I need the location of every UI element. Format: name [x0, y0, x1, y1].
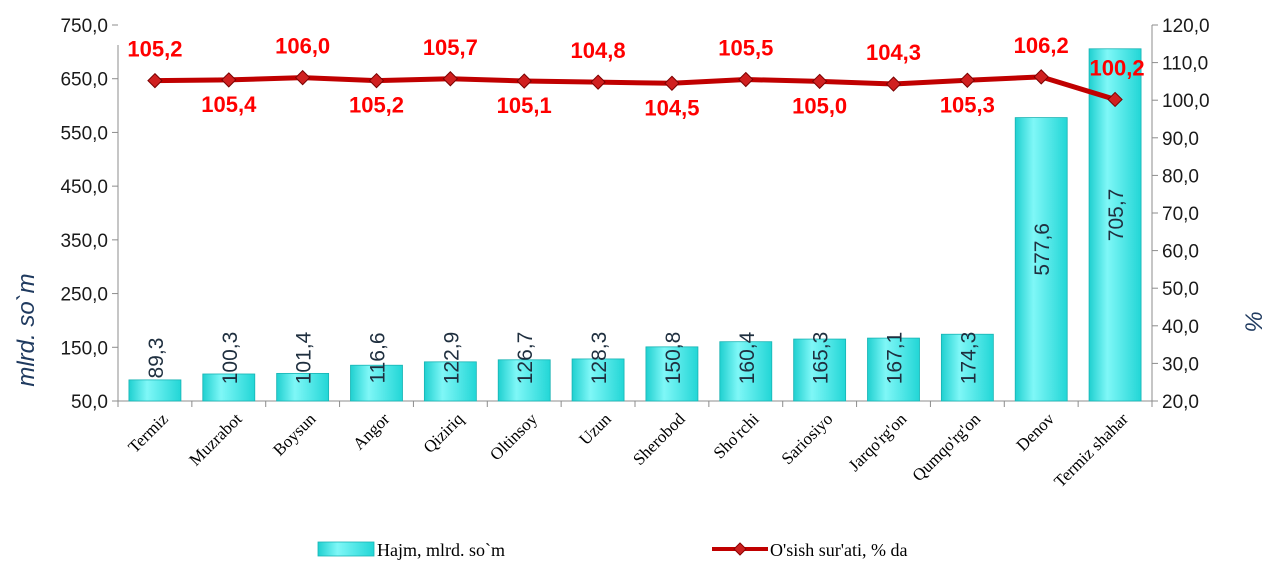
- bar-value-label: 128,3: [588, 332, 611, 385]
- y2-tick-label: 80,0: [1162, 166, 1199, 187]
- y2-axis-title: %: [1241, 311, 1268, 332]
- bar: [719, 341, 773, 402]
- bar-value-label: 165,3: [810, 332, 833, 385]
- line-point: [590, 74, 606, 90]
- bar-value-label: 160,4: [736, 331, 759, 384]
- bar-value-label: 101,4: [293, 331, 316, 384]
- line-point: [442, 71, 459, 87]
- y-tick-label: 250,0: [60, 285, 108, 306]
- bar-value-label: 116,6: [367, 333, 390, 384]
- x-category-label: Sho'rchi: [710, 409, 763, 462]
- bar-value-label: 122,9: [440, 332, 463, 385]
- y-tick-label: 150,0: [60, 338, 108, 359]
- bar-value-label: 705,7: [1105, 189, 1128, 242]
- y-tick-label: 350,0: [60, 231, 108, 252]
- y-tick-label: 450,0: [60, 177, 108, 198]
- x-category-label: Termiz shahar: [1050, 409, 1132, 491]
- x-category-label: Muzrabot: [185, 409, 245, 469]
- bar: [350, 364, 403, 402]
- x-category-label: Oltinsoy: [486, 409, 541, 464]
- line-point-label: 100,2: [1090, 55, 1145, 80]
- bar: [276, 372, 330, 402]
- y2-tick-label: 120,0: [1162, 16, 1210, 37]
- bar: [867, 337, 920, 402]
- x-category-label: Qumqo'rg'on: [909, 409, 985, 485]
- line-point-label: 105,4: [201, 92, 257, 117]
- bar-value-label: 89,3: [145, 338, 168, 379]
- line-point-label: 106,2: [1014, 33, 1069, 58]
- x-category-label: Angor: [349, 409, 393, 453]
- x-category-label: Sherobod: [629, 409, 689, 469]
- series-line: [154, 74, 1116, 102]
- line-point-label: 105,0: [792, 93, 847, 118]
- line-point-label: 104,3: [866, 40, 921, 65]
- x-category-label: Boysun: [269, 409, 320, 460]
- bar: [1014, 117, 1068, 402]
- line-point-label: 105,5: [718, 36, 773, 61]
- line-point: [221, 72, 237, 88]
- x-category-label: Qiziriq: [420, 409, 468, 457]
- line-point-label: 104,5: [644, 95, 699, 120]
- line-point-label: 105,1: [497, 93, 552, 118]
- bar: [423, 361, 477, 402]
- legend-line-marker: [733, 542, 747, 556]
- bar: [1088, 48, 1142, 402]
- y2-tick-label: 100,0: [1162, 91, 1210, 112]
- y-tick-label: 750,0: [60, 16, 108, 37]
- y2-tick-label: 30,0: [1162, 354, 1199, 375]
- line-point: [1033, 69, 1049, 85]
- y2-tick-label: 60,0: [1162, 242, 1199, 263]
- y2-tick-label: 90,0: [1162, 129, 1199, 150]
- line-point: [811, 73, 828, 90]
- x-category-label: Jarqo'rg'on: [845, 409, 911, 475]
- line-point: [959, 72, 976, 88]
- x-category-label: Sariosiyo: [778, 409, 837, 468]
- bar: [940, 333, 994, 402]
- y2-tick-label: 40,0: [1162, 317, 1199, 338]
- legend-bar-label: Hajm, mlrd. so`m: [377, 540, 505, 560]
- bar-value-label: 150,8: [662, 332, 685, 385]
- y-tick-label: 550,0: [60, 123, 108, 144]
- line-point: [294, 69, 311, 86]
- bar-value-label: 100,3: [219, 332, 242, 385]
- y2-tick-label: 20,0: [1162, 392, 1199, 413]
- line-point: [516, 73, 532, 89]
- bar: [202, 373, 256, 402]
- line-point: [1107, 91, 1123, 108]
- legend: Hajm, mlrd. so`m O'sish sur'ati, % da: [317, 540, 907, 560]
- bar: [793, 338, 847, 402]
- y2-tick-label: 70,0: [1162, 204, 1199, 225]
- line-point-label: 105,3: [940, 92, 995, 117]
- line-point: [885, 76, 902, 92]
- line-point: [368, 72, 385, 89]
- line-point: [664, 75, 680, 91]
- line-point-label: 105,2: [349, 93, 404, 118]
- y-tick-label: 650,0: [60, 70, 108, 91]
- x-category-label: Denov: [1013, 409, 1059, 455]
- bar-value-label: 174,3: [957, 332, 980, 385]
- line-point-label: 105,7: [423, 35, 478, 60]
- bar-value-label: 126,7: [514, 332, 537, 385]
- legend-line-label: O'sish sur'ati, % da: [770, 540, 907, 560]
- y-axis-title: mlrd. so`m: [13, 273, 40, 386]
- x-category-label: Uzun: [575, 409, 615, 449]
- y-tick-label: 50,0: [71, 392, 108, 413]
- bar: [497, 359, 551, 402]
- line-point-label: 105,2: [127, 37, 182, 62]
- line-point-label: 106,0: [275, 34, 330, 59]
- line-point-label: 104,8: [571, 38, 626, 63]
- y2-tick-label: 50,0: [1162, 279, 1199, 300]
- line-point: [147, 72, 163, 89]
- bar-value-label: 577,6: [1031, 223, 1054, 276]
- bar-value-label: 167,1: [884, 332, 907, 385]
- legend-bar-swatch: [317, 541, 375, 557]
- line-point: [738, 71, 754, 88]
- bar: [128, 379, 182, 402]
- x-category-label: Termiz: [124, 409, 172, 457]
- bar: [645, 346, 699, 402]
- bar: [571, 358, 625, 402]
- y2-tick-label: 110,0: [1162, 54, 1208, 75]
